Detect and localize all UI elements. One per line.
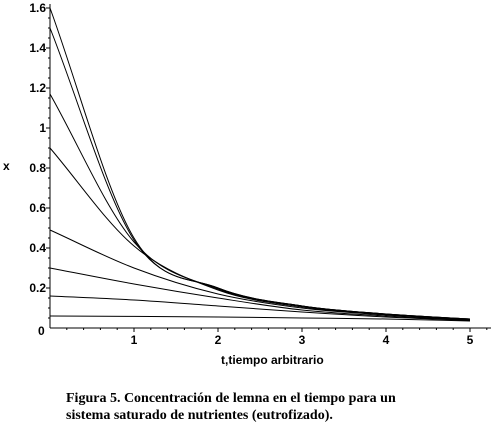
y-tick-label: 0.4	[29, 241, 46, 255]
series-line-2	[49, 27, 471, 320]
series-line-7	[49, 295, 471, 321]
y-tick-label: 0.6	[29, 201, 46, 215]
curves	[49, 7, 471, 322]
series-line-1	[49, 7, 471, 320]
origin-label: 0	[38, 324, 45, 338]
y-tick-label: 1.2	[29, 81, 46, 95]
caption-line-1: Figura 5. Concentración de lemna en el t…	[66, 391, 396, 406]
y-tick-label: 1	[39, 121, 46, 135]
y-tick-label: 0.2	[29, 281, 46, 295]
axes	[49, 4, 491, 329]
figure-caption: Figura 5. Concentración de lemna en el t…	[66, 390, 486, 424]
series-line-3	[49, 93, 471, 320]
series-line-4	[49, 147, 471, 320]
y-tick-label: 0.8	[29, 161, 46, 175]
x-tick-label: 3	[299, 333, 306, 347]
y-tick-label: 1.4	[29, 41, 46, 55]
caption-line-2: sistema saturado de nutrientes (eutrofiz…	[66, 408, 333, 423]
x-tick-label: 2	[215, 333, 222, 347]
series-line-6	[49, 267, 471, 321]
x-axis-label: t,tiempo arbitrario	[221, 353, 324, 367]
y-axis-label: x	[3, 159, 10, 173]
lemna-concentration-chart: 1 2 3 4 5 0.2 0.4 0.6 0.8 1 1.2 1.4 1.6 x t,tiempo a…	[3, 1, 491, 367]
x-tick-label: 1	[131, 333, 138, 347]
x-tick-label: 5	[467, 333, 474, 347]
ticks: 1 2 3 4 5 0.2 0.4 0.6 0.8 1 1.2 1.4 1.6	[29, 1, 488, 347]
series-line-8	[49, 315, 471, 322]
y-tick-label: 1.6	[29, 1, 46, 15]
x-tick-label: 4	[383, 333, 390, 347]
series-line-5	[49, 229, 471, 321]
